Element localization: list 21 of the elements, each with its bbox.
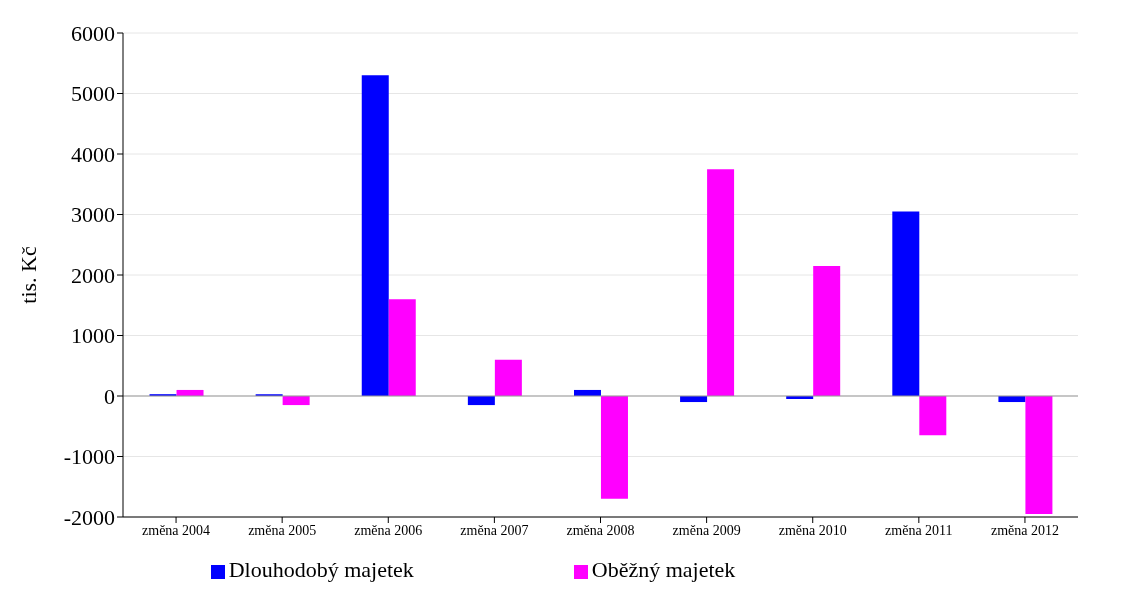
y-axis-title: tis. Kč [15, 246, 41, 304]
x-tick-label: změna 2012 [990, 522, 1059, 538]
y-tick-label: -2000 [63, 504, 115, 530]
x-tick-label: změna 2004 [142, 522, 211, 538]
y-tick-label: 1000 [71, 323, 115, 349]
legend-label: Dlouhodobý majetek [228, 557, 414, 582]
y-tick-label: -1000 [63, 444, 115, 470]
y-tick-label: 3000 [71, 202, 115, 228]
y-tick-label: 0 [104, 383, 115, 409]
x-tick-label: změna 2005 [248, 522, 317, 538]
x-tick-label: změna 2008 [566, 522, 635, 538]
y-tick-label: 2000 [71, 262, 115, 288]
x-tick-label: změna 2010 [778, 522, 847, 538]
y-tick-label: 6000 [71, 20, 115, 46]
y-tick-label: 4000 [71, 141, 115, 167]
x-tick-label: změna 2009 [672, 522, 741, 538]
x-tick-label: změna 2006 [354, 522, 423, 538]
x-tick-label: změna 2007 [460, 522, 529, 538]
y-tick-label: 5000 [71, 81, 115, 107]
legend-label: Oběžný majetek [591, 557, 736, 582]
x-tick-label: změna 2011 [885, 522, 953, 538]
